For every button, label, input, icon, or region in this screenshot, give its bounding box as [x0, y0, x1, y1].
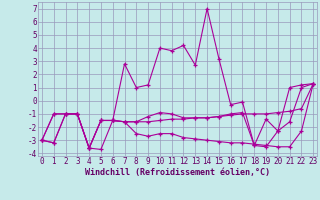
X-axis label: Windchill (Refroidissement éolien,°C): Windchill (Refroidissement éolien,°C) — [85, 168, 270, 177]
